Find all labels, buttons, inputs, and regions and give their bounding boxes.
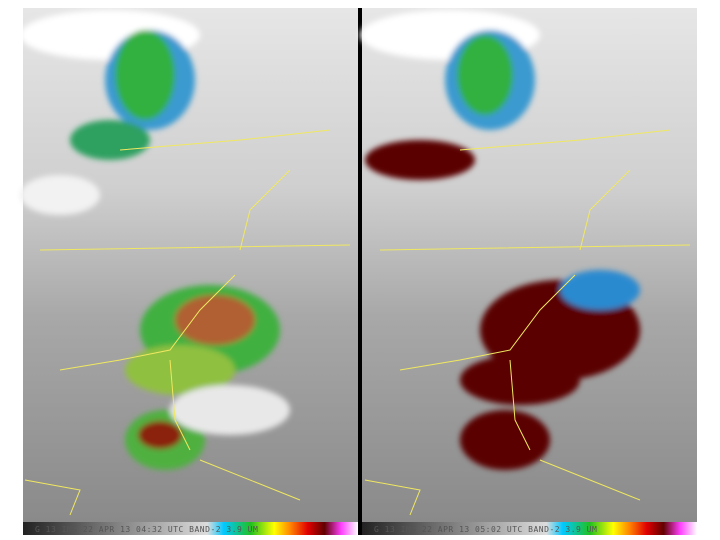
clouds: [360, 10, 640, 470]
coastlines: [24, 129, 351, 516]
left-panel: [20, 8, 358, 522]
caption: G 13 IMG 22 APR 13 04:32 UTC BAND-2 3.9 …: [35, 525, 258, 534]
color-bar: [23, 522, 358, 535]
color-bar: [362, 522, 697, 535]
coastlines: [364, 129, 691, 516]
caption: G 13 IMG 22 APR 13 05:02 UTC BAND-2 3.9 …: [374, 525, 597, 534]
divider: [358, 8, 362, 535]
clouds: [20, 10, 290, 470]
right-panel: [360, 8, 697, 522]
